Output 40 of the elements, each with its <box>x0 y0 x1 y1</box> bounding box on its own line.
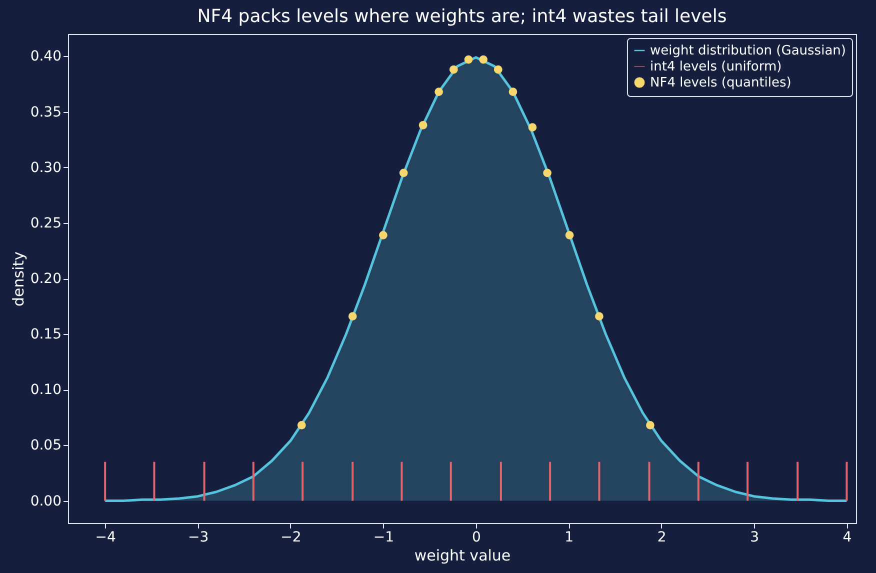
x-tick-label: −4 <box>95 530 116 546</box>
point <box>508 88 518 96</box>
y-axis-title: density <box>9 251 28 306</box>
x-tick-label: 4 <box>842 530 852 546</box>
point <box>464 55 473 64</box>
y-tick-label: 0.20 <box>30 271 62 287</box>
point <box>418 120 428 130</box>
x-tick-label: −2 <box>280 530 302 546</box>
legend-label: int4 levels (uniform) <box>650 60 782 74</box>
point <box>379 230 388 240</box>
legend-label: weight distribution (Gaussian) <box>650 44 846 58</box>
x-tick-label: 2 <box>657 530 666 546</box>
point <box>434 88 444 96</box>
y-tick-label: 0.05 <box>30 438 62 454</box>
y-tick-label: 0.15 <box>30 326 62 343</box>
point <box>494 65 502 74</box>
x-tick-label: 0 <box>472 530 481 546</box>
x-tick-label: 3 <box>750 530 759 546</box>
y-tick-label: 0.10 <box>30 382 62 398</box>
x-tick-label: −1 <box>373 530 394 546</box>
point <box>479 55 488 64</box>
point <box>449 65 458 74</box>
point <box>399 168 408 178</box>
y-tick-label: 0.30 <box>30 160 62 176</box>
y-tick-label: 0.35 <box>30 104 62 120</box>
x-tick-label: −3 <box>188 530 209 546</box>
point <box>543 168 552 178</box>
point <box>646 421 654 430</box>
y-tick-label: 0.25 <box>30 215 62 232</box>
point <box>348 312 357 320</box>
chart-title: NF4 packs levels where weights are; int4 wastes tail levels <box>197 6 727 27</box>
x-tick-label: 1 <box>564 530 574 546</box>
y-tick-label: 0.00 <box>30 493 62 510</box>
y-tick-label: 0.40 <box>30 48 62 65</box>
point <box>528 123 537 132</box>
x-axis-title: weight value <box>414 546 511 564</box>
point <box>565 230 574 240</box>
point <box>595 312 604 320</box>
point <box>297 421 306 430</box>
legend-label: NF4 levels (quantiles) <box>650 76 792 90</box>
